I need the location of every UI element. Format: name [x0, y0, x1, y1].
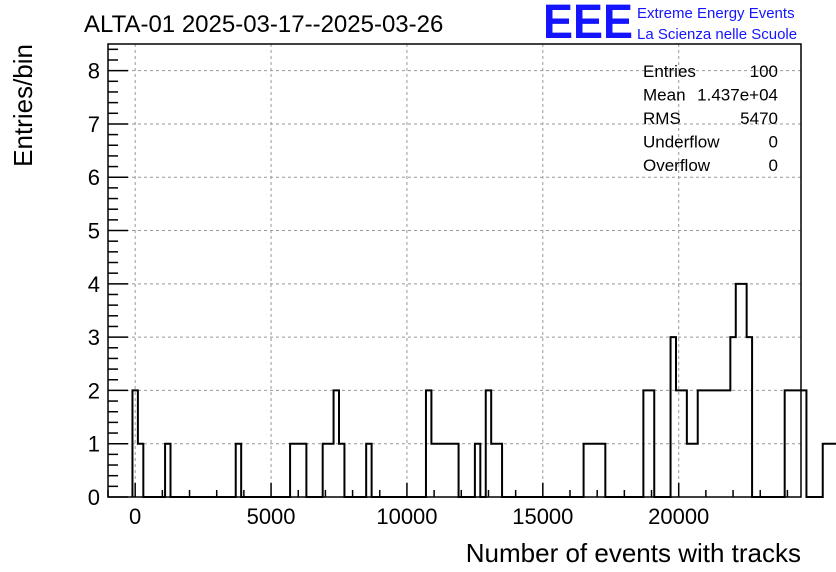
y-tick-label: 2 [88, 378, 100, 403]
stats-label: Underflow [643, 133, 720, 152]
x-tick-label: 20000 [648, 504, 709, 529]
stats-label: Entries [643, 62, 696, 81]
tick-labels: 0 5000 10000 15000 20000 0 1 2 3 4 5 6 7 8 [88, 59, 710, 529]
y-tick-label: 8 [88, 59, 100, 84]
grid-lines [108, 44, 801, 498]
histogram-outline [131, 282, 836, 498]
eee-logo: EEE Extreme Energy Events La Scienza nel… [543, 0, 797, 49]
x-tick-label: 15000 [512, 504, 573, 529]
stats-value: 100 [750, 62, 778, 81]
y-tick-label: 5 [88, 219, 100, 244]
y-tick-label: 6 [88, 165, 100, 190]
x-axis-title: Number of events with tracks [466, 538, 801, 568]
stats-label: Mean [643, 86, 686, 105]
stats-box: Entries 100 Mean 1.437e+04 RMS 5470 Underflow 0… [643, 62, 778, 175]
axis-ticks [107, 48, 789, 498]
x-tick-label: 5000 [247, 504, 296, 529]
plot-frame [107, 43, 802, 498]
logo-text: EEE [543, 0, 633, 49]
stats-label: RMS [643, 109, 681, 128]
y-tick-label: 3 [88, 325, 100, 350]
y-tick-label: 4 [88, 272, 100, 297]
stats-value: 0 [769, 133, 778, 152]
stats-value: 0 [769, 156, 778, 175]
y-tick-label: 1 [88, 432, 100, 457]
x-tick-label: 0 [129, 504, 141, 529]
x-tick-label: 10000 [376, 504, 437, 529]
y-tick-label: 0 [88, 485, 100, 510]
y-axis-title: Entries/bin [8, 44, 38, 167]
logo-line-1: Extreme Energy Events [637, 5, 795, 22]
stats-label: Overflow [643, 156, 711, 175]
stats-value: 1.437e+04 [697, 86, 778, 105]
stats-value: 5470 [740, 109, 778, 128]
chart-title: ALTA-01 2025-03-17--2025-03-26 [84, 11, 443, 38]
y-tick-label: 7 [88, 112, 100, 137]
logo-line-2: La Scienza nelle Scuole [637, 26, 797, 43]
